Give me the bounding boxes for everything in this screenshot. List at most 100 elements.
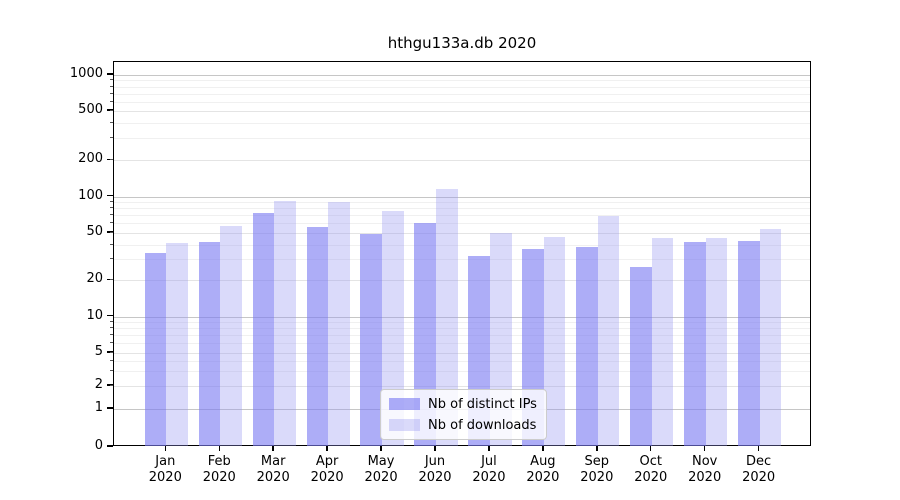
x-tick-label-apr: Apr 2020 <box>297 454 357 486</box>
gridline-minor <box>114 328 810 330</box>
x-tick-mark <box>757 446 760 451</box>
gridline <box>114 233 810 234</box>
month-label: Nov <box>692 454 718 469</box>
bar-feb-distinct-ips <box>198 242 221 446</box>
y-tick-label: 50 <box>86 224 103 239</box>
gridline-minor <box>114 80 810 82</box>
x-tick-label-sep: Sep 2020 <box>567 454 627 486</box>
y-minor-tick-mark <box>110 137 113 139</box>
month-label: May <box>367 454 395 469</box>
gridline-minor <box>114 322 810 324</box>
gridline-minor <box>114 361 810 363</box>
y-minor-tick-mark <box>110 100 113 102</box>
gridline-minor <box>114 138 810 140</box>
bar-may-downloads <box>382 211 404 446</box>
x-tick-label-dec: Dec 2020 <box>729 454 789 486</box>
gridline-major <box>114 316 810 318</box>
year-label: 2020 <box>364 470 398 485</box>
y-minor-tick-mark <box>110 110 113 111</box>
y-tick-mark <box>107 384 113 386</box>
y-minor-tick-mark <box>110 342 113 344</box>
gridline-minor <box>114 123 810 124</box>
y-tick-mark <box>107 278 113 280</box>
year-label: 2020 <box>526 470 560 485</box>
x-tick-label-jul: Jul 2020 <box>459 454 519 486</box>
x-tick-label-mar: Mar 2020 <box>243 454 303 486</box>
x-tick-label-feb: Feb 2020 <box>189 454 249 486</box>
year-label: 2020 <box>202 470 236 485</box>
gridline-major <box>114 75 810 76</box>
y-minor-tick-mark <box>110 327 113 329</box>
month-label: Jan <box>155 454 176 469</box>
gridline-minor <box>114 244 810 246</box>
bar-oct-distinct-ips <box>630 266 652 446</box>
y-minor-tick-mark <box>110 279 113 281</box>
bar-jun-downloads <box>436 189 458 446</box>
bar-aug-downloads <box>543 237 566 446</box>
y-tick-label: 20 <box>86 271 103 287</box>
bar-oct-downloads <box>651 238 674 446</box>
y-tick-label: 5 <box>94 344 103 359</box>
gridline <box>114 386 810 387</box>
year-label: 2020 <box>472 470 506 485</box>
y-tick-label: 100 <box>78 187 103 203</box>
bar-nov-distinct-ips <box>684 242 706 446</box>
y-minor-tick-mark <box>110 258 113 260</box>
x-tick-mark <box>650 446 652 451</box>
y-tick-label: 0 <box>94 438 103 453</box>
legend-swatch-distinct-ips <box>389 398 420 410</box>
y-tick-mark <box>107 73 113 75</box>
y-tick-mark <box>107 445 113 447</box>
year-label: 2020 <box>688 470 722 485</box>
bar-mar-downloads <box>274 201 296 446</box>
legend-entry: Nb of downloads <box>389 416 537 434</box>
year-label: 2020 <box>742 470 776 485</box>
legend: Nb of distinct IPs Nb of downloads <box>380 389 547 440</box>
y-minor-tick-mark <box>110 122 113 123</box>
x-tick-mark <box>542 446 544 451</box>
gridline-minor <box>114 371 810 373</box>
bar-dec-distinct-ips <box>738 240 760 446</box>
bar-mar-distinct-ips <box>252 213 275 446</box>
bar-dec-downloads <box>759 228 782 446</box>
gridline <box>114 111 810 112</box>
x-tick-label-may: May 2020 <box>351 454 411 486</box>
x-tick-label-jun: Jun 2020 <box>405 454 465 486</box>
month-label: Feb <box>207 454 231 469</box>
y-tick-mark <box>107 195 113 197</box>
y-minor-tick-mark <box>110 207 113 209</box>
y-minor-tick-mark <box>110 222 113 224</box>
x-tick-mark <box>704 446 706 451</box>
gridline-minor <box>114 343 810 345</box>
gridline <box>114 160 810 162</box>
x-tick-label-jan: Jan 2020 <box>135 454 195 486</box>
month-label: Dec <box>746 454 772 469</box>
year-label: 2020 <box>148 470 182 485</box>
gridline-minor <box>114 208 810 210</box>
y-tick-mark <box>107 407 113 409</box>
gridline-minor <box>114 215 810 217</box>
month-label: Jul <box>481 454 497 469</box>
gridline-minor <box>114 335 810 337</box>
gridline <box>114 353 810 354</box>
month-label: Mar <box>260 454 286 469</box>
y-minor-tick-mark <box>110 334 113 336</box>
y-minor-tick-mark <box>110 243 113 245</box>
plot-area <box>113 61 811 446</box>
year-label: 2020 <box>310 470 344 485</box>
gridline-minor <box>114 101 810 103</box>
bar-feb-downloads <box>220 226 242 446</box>
y-minor-tick-mark <box>110 201 113 203</box>
month-label: Apr <box>315 454 339 469</box>
x-tick-mark <box>326 446 328 451</box>
x-tick-label-aug: Aug 2020 <box>513 454 573 486</box>
y-tick-mark <box>107 351 113 353</box>
y-tick-label: 1000 <box>69 66 103 81</box>
gridline-minor <box>114 259 810 261</box>
month-label: Aug <box>530 454 556 469</box>
month-label: Sep <box>584 454 610 469</box>
year-label: 2020 <box>256 470 290 485</box>
y-tick-mark <box>107 231 113 233</box>
x-tick-mark <box>218 446 220 451</box>
